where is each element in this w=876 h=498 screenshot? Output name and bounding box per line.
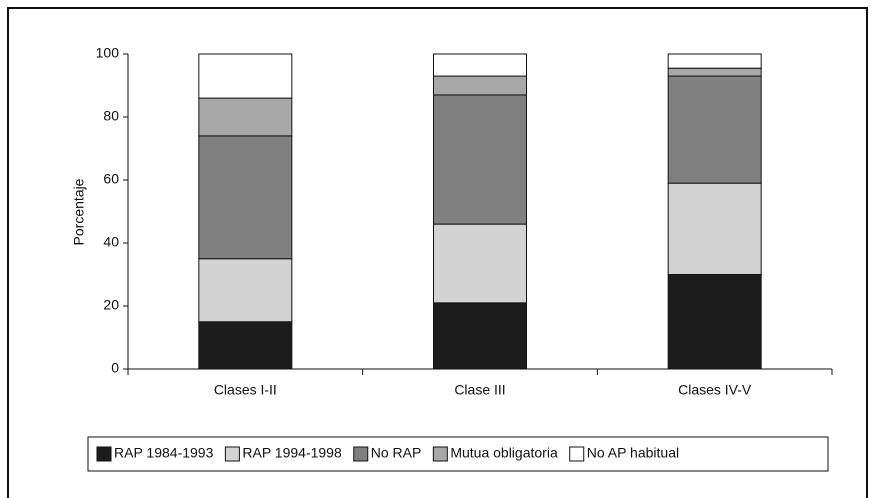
legend-swatch — [353, 446, 369, 462]
y-tick-label: 0 — [111, 360, 119, 376]
bar-segment — [433, 302, 527, 370]
y-axis-label: Porcentaje — [71, 178, 87, 245]
y-tick-label: 20 — [103, 297, 119, 313]
frame — [7, 7, 868, 498]
legend-label: Mutua obligatoria — [450, 445, 558, 461]
legend-swatch — [569, 446, 585, 462]
legend-swatch — [224, 446, 240, 462]
legend-label: RAP 1994-1998 — [242, 445, 342, 461]
bar-segment — [667, 75, 762, 184]
legend-label: No RAP — [371, 445, 422, 461]
x-tick-label: Clases IV-V — [678, 382, 752, 398]
bar-segment — [667, 182, 762, 275]
bar-segment — [433, 75, 527, 96]
legend-swatch — [432, 446, 448, 462]
legend-box — [87, 436, 829, 472]
bar-segment — [433, 223, 527, 304]
bar-segment — [433, 53, 527, 77]
y-tick-label: 60 — [103, 171, 119, 187]
y-tick-label: 100 — [96, 45, 120, 61]
legend-label: No AP habitual — [587, 445, 679, 461]
y-tick-label: 80 — [103, 108, 119, 124]
y-tick-label: 40 — [103, 234, 119, 250]
bar-segment — [667, 53, 762, 69]
bar-segment — [198, 135, 293, 260]
bar-segment — [198, 258, 293, 323]
bar-segment — [667, 67, 762, 77]
bar-segment — [433, 94, 527, 225]
bar-segment — [198, 321, 293, 370]
bar-segment — [198, 97, 293, 137]
bar-segment — [198, 53, 293, 99]
x-tick-label: Clases I-II — [214, 382, 277, 398]
legend-label: RAP 1984-1993 — [114, 445, 214, 461]
legend-swatch — [96, 446, 112, 462]
x-tick-label: Clase III — [454, 382, 505, 398]
bar-segment — [667, 274, 762, 370]
